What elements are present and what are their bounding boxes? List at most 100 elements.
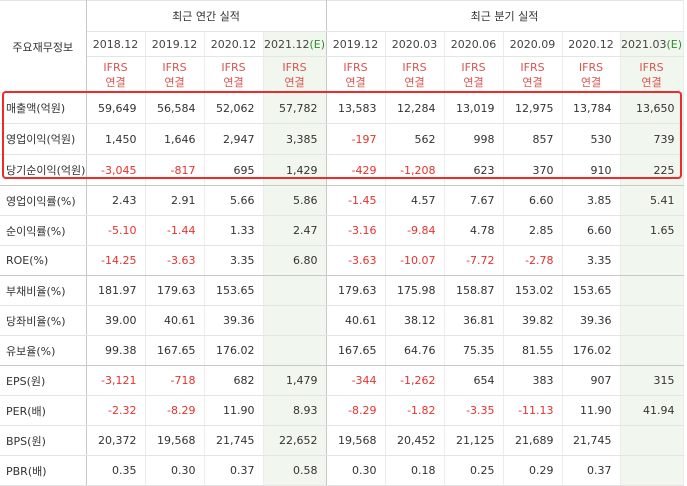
quarter-header: 최근 분기 실적 — [326, 0, 684, 32]
value-cell: 0.37 — [204, 455, 264, 486]
table-body: 매출액(억원) 59,649 56,584 52,062 57,782 13,583 12,… — [0, 92, 684, 486]
value-cell: 5.86 — [263, 185, 327, 216]
value-cell: 39.00 — [86, 305, 146, 336]
basis-header-row: IFRS 연결 IFRS 연결 IFRS 연결 IFRS 연결 IFRS 연결 IFRS 연결 IFRS… — [0, 56, 684, 93]
value-cell: 1.33 — [204, 215, 264, 246]
value-cell: 153.02 — [503, 275, 563, 306]
value-cell: -3.16 — [326, 215, 386, 246]
value-cell: 682 — [204, 365, 264, 396]
value-cell: -5.10 — [86, 215, 146, 246]
value-cell: 21,125 — [444, 425, 504, 456]
value-cell: 40.61 — [326, 305, 386, 336]
value-cell: 4.57 — [385, 185, 445, 216]
value-cell: 654 — [444, 365, 504, 396]
table-row: 당기순이익(억원) -3,045 -817 695 1,429 -429 -1,208 623… — [0, 154, 684, 186]
value-cell: -429 — [326, 154, 386, 186]
basis-line1: IFRS — [162, 60, 187, 74]
value-cell: 2.43 — [86, 185, 146, 216]
value-cell: 81.55 — [503, 335, 563, 366]
value-cell: 1,479 — [263, 365, 327, 396]
value-cell: 4.78 — [444, 215, 504, 246]
basis-line2: 연결 — [522, 75, 543, 89]
value-cell: 857 — [503, 123, 563, 155]
row-label: 유보율(%) — [0, 335, 87, 366]
value-cell: 21,745 — [204, 425, 264, 456]
value-cell: 176.02 — [562, 335, 621, 366]
period-label: 2020.12 — [568, 37, 614, 51]
value-cell: 3,385 — [263, 123, 327, 155]
table-row: PBR(배) 0.35 0.30 0.37 0.58 0.30 0.18 0.25 0.29 0.… — [0, 455, 684, 486]
table-row: 영업이익(억원) 1,450 1,646 2,947 3,385 -197 562 998 85… — [0, 123, 684, 155]
value-cell: 6.60 — [503, 185, 563, 216]
basis-line1: IFRS — [578, 60, 604, 74]
value-cell: 179.63 — [145, 275, 205, 306]
basis-cell: IFRS 연결 — [204, 56, 264, 93]
value-cell: 3.35 — [562, 245, 621, 276]
value-cell: 167.65 — [145, 335, 205, 366]
period-header: 2020.03 — [385, 31, 445, 57]
value-cell: -14.25 — [86, 245, 146, 276]
row-label: BPS(원) — [0, 425, 87, 456]
value-cell: -718 — [145, 365, 205, 396]
basis-line2: 연결 — [463, 75, 484, 89]
value-cell: -1.82 — [385, 395, 445, 426]
value-cell: 6.80 — [263, 245, 327, 276]
value-cell — [263, 275, 327, 306]
value-cell: 0.58 — [263, 455, 327, 486]
basis-cell: IFRS 연결 — [503, 56, 563, 93]
basis-line1: IFRS — [461, 60, 486, 74]
row-label: 영업이익률(%) — [0, 185, 87, 216]
value-cell: 59,649 — [86, 92, 146, 124]
value-cell: 3.85 — [562, 185, 621, 216]
value-cell: 41.94 — [620, 395, 684, 426]
value-cell: 530 — [562, 123, 621, 155]
annual-header: 최근 연간 실적 — [86, 0, 327, 32]
period-header: 2020.12 — [562, 31, 621, 57]
basis-cell: IFRS 연결 — [444, 56, 504, 93]
value-cell: 1,646 — [145, 123, 205, 155]
value-cell: 0.29 — [503, 455, 563, 486]
value-cell: 11.90 — [204, 395, 264, 426]
value-cell: 167.65 — [326, 335, 386, 366]
basis-line2: 연결 — [223, 75, 244, 89]
value-cell — [620, 275, 684, 306]
value-cell: 5.41 — [620, 185, 684, 216]
table-row: 부채비율(%) 181.97 179.63 153.65 179.63 175.98 158… — [0, 275, 684, 306]
period-header-row: 2018.12 2019.12 2020.12 2021.12(E) 2019.12 20… — [0, 31, 684, 57]
basis-line2: 연결 — [404, 75, 425, 89]
value-cell — [620, 455, 684, 486]
value-cell: 0.30 — [145, 455, 205, 486]
basis-cell: IFRS 연결 — [620, 56, 684, 93]
value-cell: -1.44 — [145, 215, 205, 246]
basis-cell: IFRS 연결 — [385, 56, 445, 93]
value-cell: -1.45 — [326, 185, 386, 216]
value-cell: 910 — [562, 154, 621, 186]
row-label: 매출액(억원) — [0, 92, 87, 124]
value-cell: 7.67 — [444, 185, 504, 216]
value-cell: -3.35 — [444, 395, 504, 426]
value-cell: 907 — [562, 365, 621, 396]
table-row: EPS(원) -3,121 -718 682 1,479 -344 -1,262 654 383… — [0, 365, 684, 396]
period-label: 2020.03 — [391, 37, 438, 51]
period-label: 2021.03 — [621, 37, 667, 51]
value-cell — [620, 305, 684, 336]
value-cell: 0.18 — [385, 455, 445, 486]
value-cell: 64.76 — [385, 335, 445, 366]
value-cell: 99.38 — [86, 335, 146, 366]
value-cell: 181.97 — [86, 275, 146, 306]
period-header: 2021.12(E) — [263, 31, 327, 57]
value-cell: 20,372 — [86, 425, 146, 456]
basis-cell: IFRS 연결 — [326, 56, 386, 93]
table-row: 영업이익률(%) 2.43 2.91 5.66 5.86 -1.45 4.57 7.67 6.6… — [0, 185, 684, 216]
value-cell: -3,121 — [86, 365, 146, 396]
value-cell: 39.82 — [503, 305, 563, 336]
value-cell: 21,745 — [562, 425, 621, 456]
value-cell: 175.98 — [385, 275, 445, 306]
basis-line1: IFRS — [520, 60, 545, 74]
value-cell: 75.35 — [444, 335, 504, 366]
row-label: 부채비율(%) — [0, 275, 87, 306]
basis-line1: IFRS — [343, 60, 368, 74]
value-cell: 739 — [620, 123, 684, 155]
value-cell: 13,784 — [562, 92, 621, 124]
